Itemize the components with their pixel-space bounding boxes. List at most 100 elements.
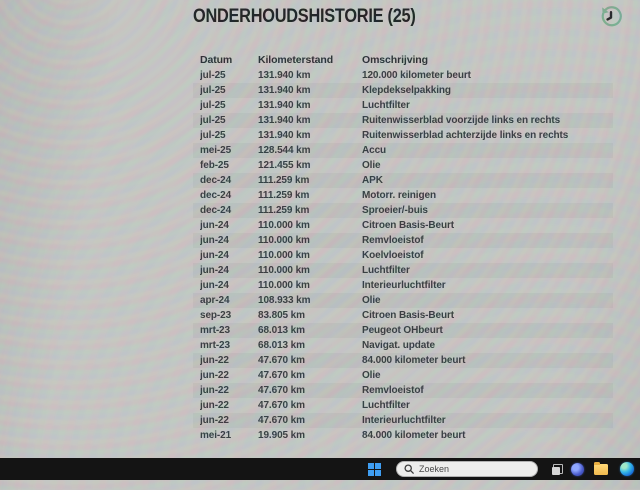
cell-omschrijving: 84.000 kilometer beurt	[362, 430, 466, 441]
cell-datum: jun-22	[200, 355, 229, 366]
cell-omschrijving: Ruitenwisserblad voorzijde links en rech…	[362, 115, 561, 126]
cell-omschrijving: Interieurluchtfilter	[362, 280, 446, 291]
cell-omschrijving: 120.000 kilometer beurt	[362, 70, 471, 81]
cell-datum: mrt-23	[200, 340, 230, 351]
cell-datum: mei-25	[200, 145, 232, 156]
windows-start-icon[interactable]	[368, 458, 381, 480]
table-row[interactable]: mrt-23 68.013 km Navigat. update	[193, 338, 613, 353]
cell-kilometerstand: 110.000 km	[258, 280, 310, 291]
table-row[interactable]: jun-22 47.670 km Olie	[193, 368, 613, 383]
table-row[interactable]: jun-24 110.000 km Remvloeistof	[193, 233, 613, 248]
table-row[interactable]: mrt-23 68.013 km Peugeot OHbeurt	[193, 323, 613, 338]
cell-kilometerstand: 111.259 km	[258, 175, 310, 186]
cell-datum: jun-24	[200, 220, 229, 231]
cell-omschrijving: Klepdekselpakking	[362, 85, 451, 96]
history-clock-icon[interactable]	[597, 3, 625, 31]
cell-kilometerstand: 131.940 km	[258, 70, 311, 81]
table-body: jul-25 131.940 km 120.000 kilometer beur…	[193, 68, 613, 443]
cell-datum: dec-24	[200, 190, 232, 201]
cell-datum: jun-24	[200, 265, 229, 276]
cell-omschrijving: Luchtfilter	[362, 265, 410, 276]
cell-datum: feb-25	[200, 160, 229, 171]
cell-kilometerstand: 110.000 km	[258, 250, 310, 261]
cell-kilometerstand: 131.940 km	[258, 85, 311, 96]
table-row[interactable]: apr-24 108.933 km Olie	[193, 293, 613, 308]
maintenance-history-page: ONDERHOUDSHISTORIE (25) Datum Kilometers…	[193, 3, 625, 443]
table-row[interactable]: dec-24 111.259 km Motorr. reinigen	[193, 188, 613, 203]
page-title: ONDERHOUDSHISTORIE (25)	[193, 6, 416, 27]
cell-omschrijving: Olie	[362, 295, 381, 306]
table-row[interactable]: jul-25 131.940 km 120.000 kilometer beur…	[193, 68, 613, 83]
table-row[interactable]: jun-22 47.670 km 84.000 kilometer beurt	[193, 353, 613, 368]
cell-omschrijving: Citroen Basis-Beurt	[362, 220, 455, 231]
cell-kilometerstand: 131.940 km	[258, 100, 311, 111]
cell-datum: mrt-23	[200, 325, 230, 336]
teams-icon[interactable]	[571, 458, 584, 480]
cell-datum: dec-24	[200, 175, 232, 186]
table-row[interactable]: feb-25 121.455 km Olie	[193, 158, 613, 173]
cell-datum: apr-24	[200, 295, 230, 306]
cell-kilometerstand: 83.805 km	[258, 310, 305, 321]
cell-datum: jun-24	[200, 250, 229, 261]
cell-datum: jun-24	[200, 235, 229, 246]
cell-omschrijving: Olie	[362, 160, 381, 171]
table-row[interactable]: jul-25 131.940 km Luchtfilter	[193, 98, 613, 113]
cell-omschrijving: Motorr. reinigen	[362, 190, 436, 201]
file-explorer-icon[interactable]	[594, 458, 608, 480]
cell-omschrijving: Luchtfilter	[362, 400, 410, 411]
cell-datum: jul-25	[200, 115, 226, 126]
cell-omschrijving: Koelvloeistof	[362, 250, 424, 261]
cell-kilometerstand: 68.013 km	[258, 340, 305, 351]
table-row[interactable]: mei-21 19.905 km 84.000 kilometer beurt	[193, 428, 613, 443]
table-row[interactable]: sep-23 83.805 km Citroen Basis-Beurt	[193, 308, 613, 323]
taskbar-search[interactable]: Zoeken	[396, 461, 538, 477]
cell-datum: sep-23	[200, 310, 232, 321]
cell-kilometerstand: 131.940 km	[258, 130, 311, 141]
table-row[interactable]: jun-22 47.670 km Luchtfilter	[193, 398, 613, 413]
cell-omschrijving: Interieurluchtfilter	[362, 415, 446, 426]
table-row[interactable]: jun-24 110.000 km Citroen Basis-Beurt	[193, 218, 613, 233]
cell-kilometerstand: 68.013 km	[258, 325, 305, 336]
table-row[interactable]: mei-25 128.544 km Accu	[193, 143, 613, 158]
cell-kilometerstand: 47.670 km	[258, 355, 305, 366]
cell-omschrijving: Ruitenwisserblad achterzijde links en re…	[362, 130, 569, 141]
table-row[interactable]: jun-24 110.000 km Interieurluchtfilter	[193, 278, 613, 293]
cell-kilometerstand: 111.259 km	[258, 205, 310, 216]
table-row[interactable]: jul-25 131.940 km Ruitenwisserblad voorz…	[193, 113, 613, 128]
edge-browser-icon[interactable]	[620, 458, 634, 480]
cell-kilometerstand: 47.670 km	[258, 415, 305, 426]
table-row[interactable]: dec-24 111.259 km APK	[193, 173, 613, 188]
task-view-icon[interactable]	[552, 458, 563, 480]
cell-kilometerstand: 131.940 km	[258, 115, 311, 126]
table-row[interactable]: jun-24 110.000 km Koelvloeistof	[193, 248, 613, 263]
table-row[interactable]: jul-25 131.940 km Ruitenwisserblad achte…	[193, 128, 613, 143]
cell-omschrijving: Peugeot OHbeurt	[362, 325, 443, 336]
table-row[interactable]: jun-22 47.670 km Remvloeistof	[193, 383, 613, 398]
cell-omschrijving: Accu	[362, 145, 387, 156]
cell-kilometerstand: 47.670 km	[258, 385, 305, 396]
cell-omschrijving: 84.000 kilometer beurt	[362, 355, 466, 366]
cell-kilometerstand: 108.933 km	[258, 295, 311, 306]
cell-omschrijving: Citroen Basis-Beurt	[362, 310, 455, 321]
cell-datum: jun-22	[200, 415, 229, 426]
cell-omschrijving: Olie	[362, 370, 381, 381]
taskbar: Zoeken	[0, 458, 640, 480]
column-header-omschrijving: Omschrijving	[362, 53, 428, 66]
table-row[interactable]: jun-22 47.670 km Interieurluchtfilter	[193, 413, 613, 428]
table-row[interactable]: jul-25 131.940 km Klepdekselpakking	[193, 83, 613, 98]
cell-kilometerstand: 110.000 km	[258, 235, 310, 246]
cell-kilometerstand: 128.544 km	[258, 145, 311, 156]
cell-datum: jun-22	[200, 385, 229, 396]
cell-datum: jun-22	[200, 400, 229, 411]
table-row[interactable]: jun-24 110.000 km Luchtfilter	[193, 263, 613, 278]
cell-omschrijving: Sproeier/-buis	[362, 205, 428, 216]
cell-omschrijving: Navigat. update	[362, 340, 435, 351]
cell-omschrijving: Remvloeistof	[362, 385, 424, 396]
cell-datum: jul-25	[200, 70, 226, 81]
cell-datum: dec-24	[200, 205, 232, 216]
cell-omschrijving: APK	[362, 175, 383, 186]
cell-datum: jun-24	[200, 280, 229, 291]
cell-datum: jul-25	[200, 100, 226, 111]
cell-kilometerstand: 121.455 km	[258, 160, 311, 171]
table-row[interactable]: dec-24 111.259 km Sproeier/-buis	[193, 203, 613, 218]
